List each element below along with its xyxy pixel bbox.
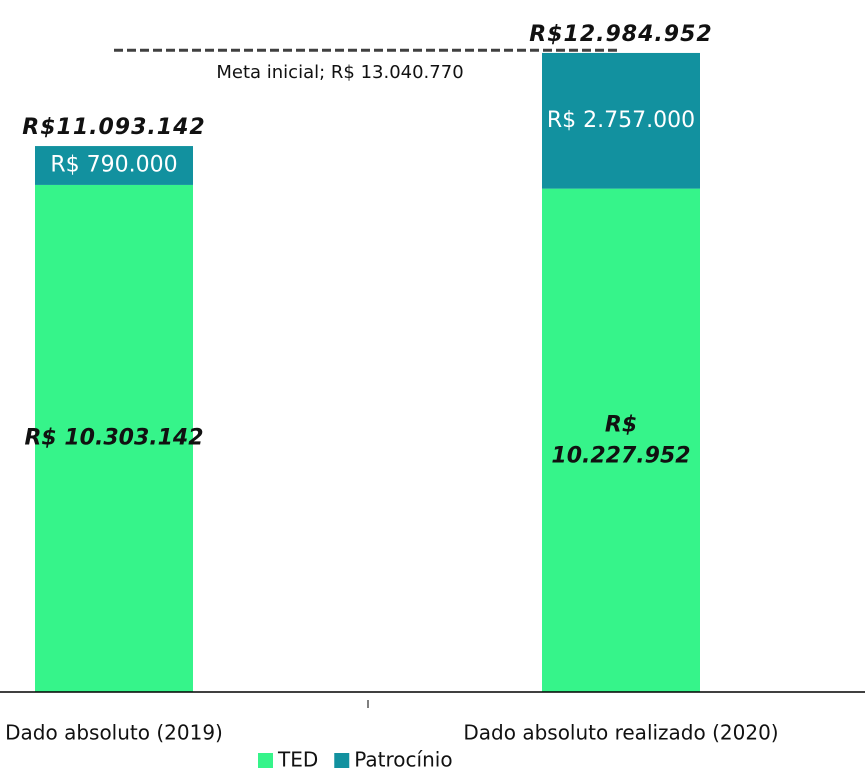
bar-segment xyxy=(35,146,193,185)
total-label: R$12.984.952 xyxy=(529,22,712,47)
total-label: R$11.093.142 xyxy=(22,115,205,140)
legend-label: Patrocínio xyxy=(354,748,452,772)
x-tick-label: Dado absoluto (2019) xyxy=(5,721,223,745)
bar-segment xyxy=(35,184,193,692)
data-label-line: R$ xyxy=(605,412,637,437)
data-label-line: 10.227.952 xyxy=(551,443,690,468)
target-label: Meta inicial; R$ 13.040.770 xyxy=(216,62,463,83)
legend-swatch xyxy=(258,753,273,768)
bar-segment xyxy=(542,52,700,189)
data-label: R$ 10.303.142 xyxy=(24,425,203,450)
x-tick-label: Dado absoluto realizado (2020) xyxy=(463,721,778,745)
legend-swatch xyxy=(334,753,350,768)
bar-segment xyxy=(542,188,700,692)
legend-label: TED xyxy=(277,748,318,772)
data-label: R$ 2.757.000 xyxy=(547,108,695,133)
data-label: R$ 790.000 xyxy=(50,152,177,177)
data-label: R$ 10.227.952 xyxy=(551,412,690,468)
